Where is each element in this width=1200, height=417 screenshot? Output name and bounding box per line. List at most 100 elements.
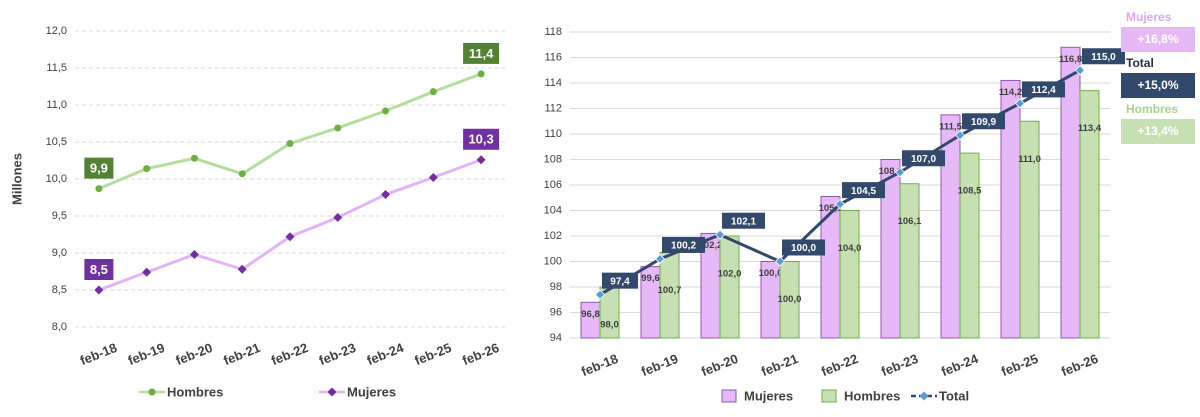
- marker: [95, 185, 103, 193]
- y-tick-label: 118: [544, 26, 562, 38]
- y-tick-label: 100: [544, 255, 562, 267]
- x-tick-label: feb-23: [879, 351, 920, 379]
- x-tick-label: feb-19: [639, 351, 680, 379]
- y-tick-label: 9,0: [52, 247, 67, 259]
- annotation-title: Hombres: [1126, 102, 1178, 116]
- bar: [719, 235, 740, 339]
- bar: [1019, 120, 1040, 339]
- x-tick-label: feb-24: [365, 340, 407, 369]
- bar-value-label: 104,0: [838, 243, 862, 254]
- value-label-box: [962, 113, 1005, 130]
- value-label: 115,0: [1091, 52, 1116, 63]
- bar-value-label: 100,0: [778, 294, 802, 305]
- legend-marker: [919, 391, 929, 401]
- value-label: 9,9: [90, 161, 108, 176]
- value-label-box: [463, 128, 500, 150]
- value-label: 107,0: [911, 154, 936, 165]
- value-label: 100,2: [671, 241, 696, 252]
- value-label-box: [463, 42, 500, 64]
- value-label: 100,0: [791, 243, 816, 254]
- bar-value-label: 99,6: [641, 273, 660, 284]
- value-label-box: [902, 150, 945, 167]
- x-tick-label: feb-20: [699, 351, 740, 379]
- annotation-box: [1121, 119, 1195, 144]
- bar-value-label: 100,0: [759, 268, 783, 279]
- y-tick-label: 94: [550, 332, 562, 344]
- y-tick-label: 102: [544, 230, 562, 242]
- bar-value-label: 108,0: [879, 166, 903, 177]
- legend-label: Hombres: [844, 388, 900, 403]
- y-tick-label: 98: [550, 281, 562, 293]
- bar-value-label: 106,1: [898, 216, 922, 227]
- value-label: 8,5: [90, 262, 108, 277]
- value-label-box: [84, 259, 114, 280]
- marker: [237, 264, 247, 274]
- legend-swatch: [721, 389, 737, 403]
- y-tick-label: 12,0: [46, 25, 67, 37]
- annotation-text: +15,0%: [1137, 78, 1178, 92]
- marker: [477, 70, 485, 78]
- marker: [381, 190, 391, 200]
- bar: [959, 152, 980, 339]
- marker: [333, 212, 343, 222]
- marker: [334, 124, 342, 132]
- legend-label: Mujeres: [744, 388, 793, 403]
- bar: [1079, 90, 1100, 339]
- value-label-box: [84, 157, 114, 179]
- annotation-text: +13,4%: [1137, 124, 1178, 138]
- annotation-box: [1121, 27, 1195, 52]
- bar: [779, 261, 800, 339]
- y-tick-label: 108: [544, 153, 562, 165]
- y-tick-label: 11,0: [46, 99, 67, 111]
- value-label-box: [602, 272, 638, 289]
- x-tick-label: feb-22: [819, 351, 860, 379]
- marker: [429, 88, 437, 96]
- x-tick-label: feb-21: [759, 351, 800, 379]
- marker: [476, 155, 486, 165]
- x-tick-label: feb-26: [460, 340, 501, 368]
- bar-value-label: 114,2: [999, 87, 1022, 98]
- marker: [285, 232, 295, 242]
- bar-value-label: 111,0: [1018, 154, 1041, 165]
- x-tick-label: feb-18: [78, 340, 119, 368]
- legend-marker: [327, 387, 337, 397]
- bar-value-label: 96,8: [581, 309, 600, 320]
- x-tick-label: feb-23: [317, 340, 358, 368]
- bar-value-label: 116,8: [1059, 54, 1082, 65]
- value-label-box: [1082, 48, 1125, 65]
- line: [98, 72, 482, 191]
- marker: [142, 267, 152, 277]
- marker: [382, 107, 390, 115]
- value-label: 97,4: [610, 276, 630, 287]
- annotation-box: [1121, 73, 1195, 98]
- bar-value-label: 100,7: [658, 285, 682, 296]
- x-tick-label: feb-26: [1059, 351, 1100, 379]
- y-tick-label: 110: [544, 128, 562, 140]
- y-tick-label: 10,5: [46, 136, 67, 148]
- y-tick-label: 104: [544, 204, 562, 216]
- y-tick-label: 96: [550, 306, 562, 318]
- annotation-title: Mujeres: [1126, 10, 1172, 24]
- marker: [428, 173, 438, 183]
- marker: [834, 199, 846, 210]
- y-tick-label: 106: [544, 179, 562, 191]
- marker: [1014, 98, 1026, 109]
- marker: [654, 253, 666, 265]
- value-label: 112,4: [1031, 85, 1056, 96]
- marker: [190, 154, 198, 162]
- value-label-box: [722, 212, 765, 229]
- bar-value-label: 113,4: [1078, 123, 1102, 134]
- y-tick-label: 10,0: [46, 173, 67, 185]
- x-tick-label: feb-21: [221, 340, 262, 368]
- y-tick-label: 116: [544, 51, 562, 63]
- marker: [1074, 65, 1086, 76]
- x-tick-label: feb-18: [579, 351, 620, 379]
- value-label: 11,4: [469, 46, 494, 61]
- marker: [238, 170, 246, 178]
- x-tick-label: feb-24: [939, 351, 981, 380]
- x-tick-label: feb-22: [269, 340, 310, 368]
- bar: [899, 183, 920, 339]
- y-tick-label: 112: [544, 102, 562, 114]
- bar-value-label: 102,0: [718, 269, 742, 280]
